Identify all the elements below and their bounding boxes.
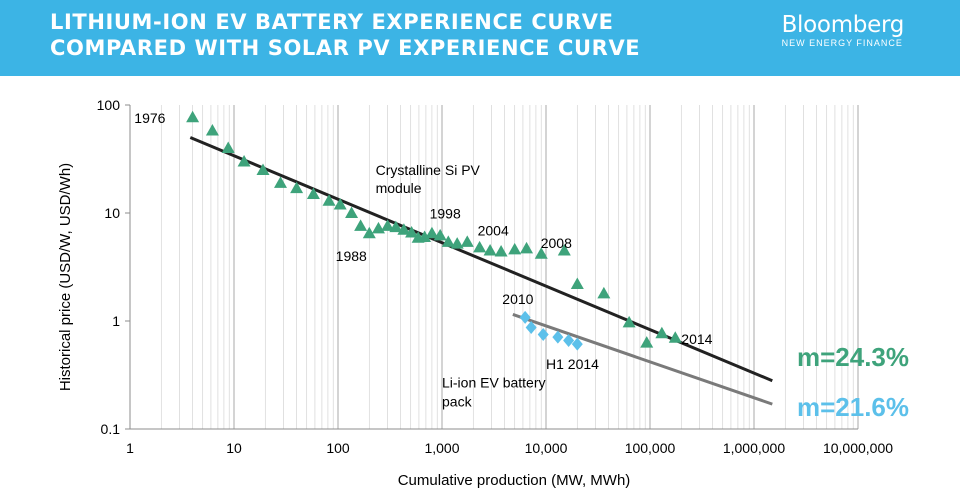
pv-data-point bbox=[473, 240, 487, 253]
x-tick-label: 10,000,000 bbox=[823, 440, 893, 456]
battery-data-point bbox=[552, 330, 564, 344]
pv-data-point bbox=[221, 141, 235, 153]
pv-data-point bbox=[405, 225, 419, 238]
pv-data-point bbox=[186, 110, 200, 123]
x-tick-label: 100,000 bbox=[625, 440, 676, 456]
battery-data-point bbox=[519, 310, 531, 324]
brand-name: Bloomberg bbox=[781, 12, 905, 38]
bloomberg-logo: Bloomberg NEW ENERGY FINANCE bbox=[781, 12, 905, 48]
pv-learning-rate-label: m=24.3% bbox=[797, 342, 909, 372]
pv-data-point bbox=[306, 187, 320, 199]
pv-data-point bbox=[425, 226, 439, 239]
pv-data-point bbox=[534, 247, 548, 259]
axes bbox=[125, 104, 858, 430]
pv-data-point bbox=[381, 219, 395, 231]
annotation-label: 2010 bbox=[502, 291, 533, 307]
pv-data-point bbox=[333, 197, 347, 210]
data-points bbox=[186, 110, 682, 351]
battery-data-point bbox=[525, 321, 537, 335]
annotation-label: Crystalline Si PV bbox=[376, 162, 481, 178]
annotation-label: 2014 bbox=[681, 331, 712, 347]
slide-title-line-1: LITHIUM-ION EV BATTERY EXPERIENCE CURVE bbox=[50, 10, 614, 34]
battery-trend-line bbox=[512, 313, 773, 406]
pv-data-point bbox=[622, 315, 636, 328]
gridlines bbox=[129, 105, 859, 429]
pv-data-point bbox=[508, 242, 522, 255]
x-tick-label: 1,000,000 bbox=[723, 440, 785, 456]
pv-data-point bbox=[290, 181, 304, 194]
pv-data-point bbox=[274, 176, 288, 188]
y-tick-label: 100 bbox=[97, 97, 121, 113]
annotations: 1976 Crystalline Si PV module 1998 1988 2004 2… bbox=[134, 110, 712, 410]
annotation-label: H1 2014 bbox=[546, 356, 599, 372]
annotation-label: 2008 bbox=[541, 235, 572, 251]
brand-subtitle: NEW ENERGY FINANCE bbox=[781, 38, 903, 48]
pv-data-point bbox=[205, 124, 219, 136]
slide-title-line-2: COMPARED WITH SOLAR PV EXPERIENCE CURVE bbox=[50, 36, 641, 60]
pv-data-point bbox=[418, 230, 432, 242]
pv-data-point bbox=[397, 223, 411, 235]
pv-data-point bbox=[460, 235, 474, 247]
x-tick-label: 10,000 bbox=[525, 440, 568, 456]
pv-data-point bbox=[237, 154, 251, 167]
y-axis-label: Historical price (USD/W, USD/Wh) bbox=[57, 163, 74, 391]
header-banner: LITHIUM-ION EV BATTERY EXPERIENCE CURVE … bbox=[0, 0, 960, 76]
pv-data-point bbox=[433, 228, 447, 241]
trend-lines bbox=[189, 136, 773, 406]
x-axis-label: Cumulative production (MW, MWh) bbox=[398, 472, 631, 489]
pv-data-point bbox=[345, 206, 359, 218]
pv-data-point bbox=[494, 245, 508, 257]
pv-data-point bbox=[668, 331, 682, 343]
x-tick-label: 1,000 bbox=[424, 440, 459, 456]
x-tick-label: 10 bbox=[226, 440, 242, 456]
pv-data-point bbox=[597, 286, 611, 299]
y-tick-label: 0.1 bbox=[101, 421, 121, 437]
y-tick-label: 1 bbox=[112, 313, 120, 329]
pv-data-point bbox=[640, 336, 654, 348]
annotation-label: module bbox=[376, 180, 422, 196]
pv-data-point bbox=[256, 163, 270, 176]
pv-data-point bbox=[322, 194, 336, 206]
pv-data-point bbox=[354, 219, 368, 231]
battery-data-point bbox=[571, 337, 583, 351]
x-tick-label: 100 bbox=[326, 440, 350, 456]
battery-learning-rate-label: m=21.6% bbox=[797, 392, 909, 422]
annotation-label: Li-ion EV battery bbox=[442, 374, 546, 390]
battery-data-point bbox=[563, 333, 575, 347]
annotation-label: pack bbox=[442, 393, 473, 409]
x-tick-label: 1 bbox=[126, 440, 134, 456]
annotation-label: 1998 bbox=[430, 205, 461, 221]
pv-data-point bbox=[483, 243, 497, 256]
annotation-label: 2004 bbox=[478, 222, 509, 238]
pv-data-point bbox=[570, 277, 584, 290]
pv-data-point bbox=[655, 326, 669, 339]
pv-data-point bbox=[450, 237, 464, 249]
pv-data-point bbox=[520, 241, 534, 254]
battery-data-point bbox=[537, 327, 549, 341]
pv-data-point bbox=[441, 235, 455, 247]
y-tick-labels: 0.1 1 10 100 bbox=[97, 97, 121, 437]
annotation-label: 1988 bbox=[336, 248, 367, 264]
experience-curve-chart: 1 10 100 1,000 10,000 100,000 1,000,000 10,000,… bbox=[57, 97, 909, 489]
x-tick-labels: 1 10 100 1,000 10,000 100,000 1,000,000 10,000,… bbox=[126, 440, 893, 456]
annotation-label: 1976 bbox=[134, 110, 165, 126]
pv-data-point bbox=[557, 243, 571, 256]
pv-data-point bbox=[389, 220, 403, 233]
pv-data-point bbox=[362, 226, 376, 239]
y-tick-label: 10 bbox=[104, 205, 120, 221]
